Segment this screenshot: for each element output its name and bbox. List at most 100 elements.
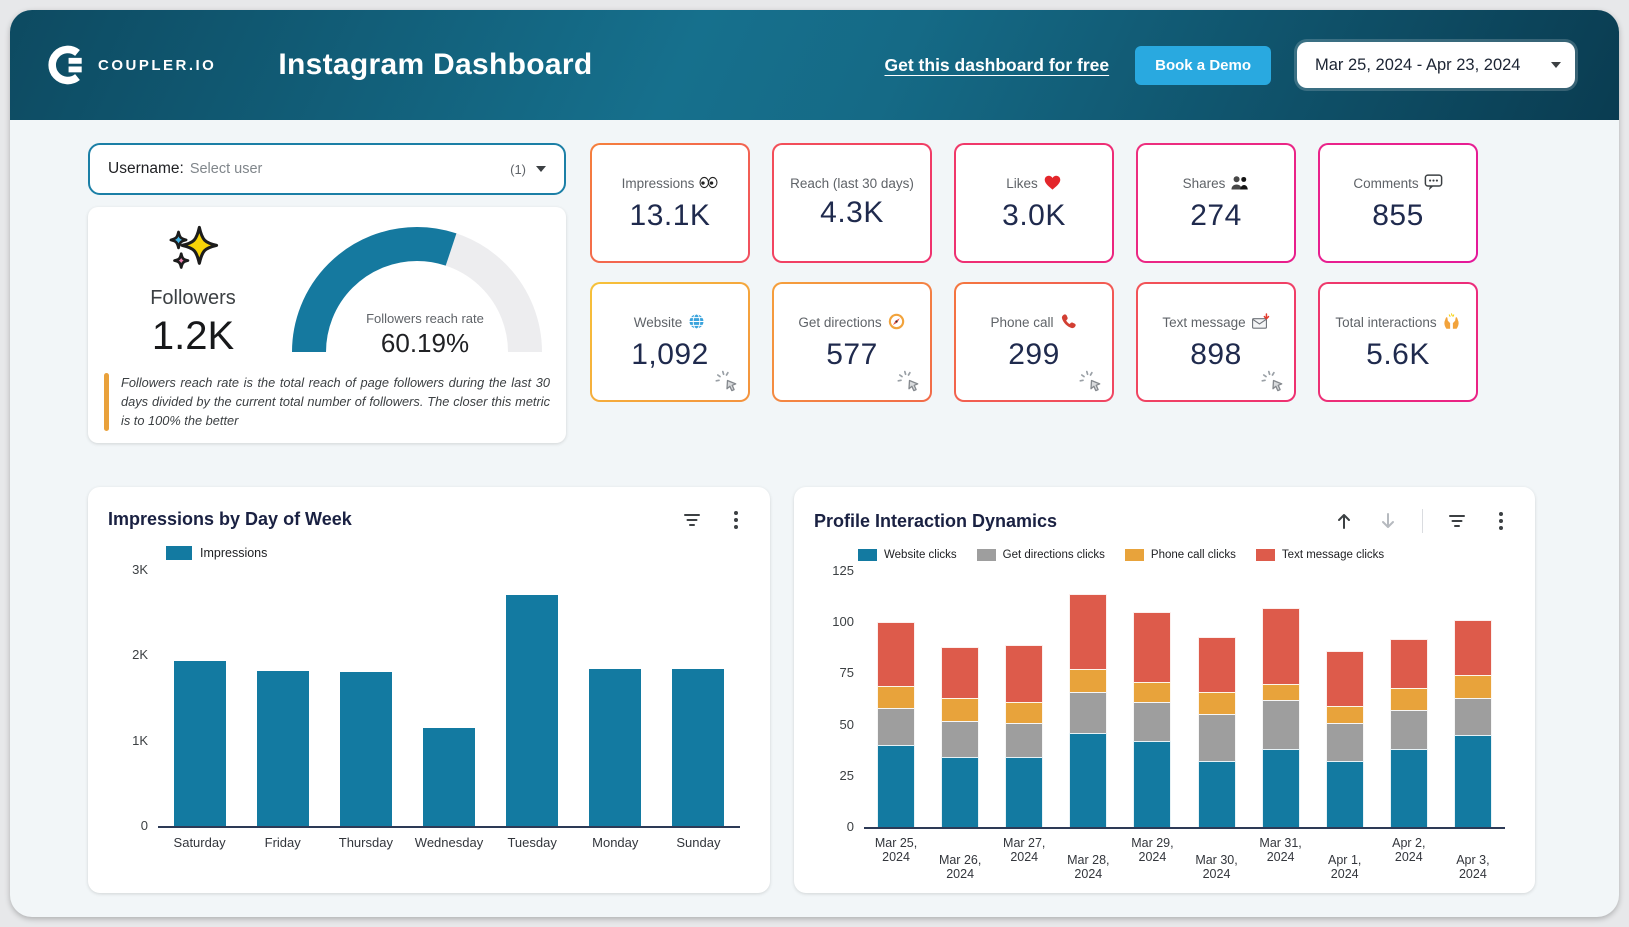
bar-column-thursday	[324, 570, 407, 826]
x-tick-label: Mar 29, 2024	[1131, 836, 1174, 864]
metric-card-shares: Shares 274	[1136, 143, 1296, 263]
metric-value: 898	[1190, 337, 1242, 371]
metric-label: Comments	[1353, 173, 1442, 194]
legend-swatch	[976, 549, 996, 561]
legend: Impressions	[166, 546, 746, 560]
y-tick-label: 1K	[132, 732, 148, 748]
segment-phone-call-clicks	[1133, 681, 1172, 703]
legend-item-phone-call-clicks: Phone call clicks	[1124, 549, 1236, 561]
y-tick-label: 3K	[132, 562, 148, 577]
metric-card-comments: Comments 855	[1318, 143, 1478, 263]
username-count: (1)	[510, 161, 526, 177]
compass-icon	[887, 313, 906, 333]
metric-card-get-directions[interactable]: Get directions 577	[772, 282, 932, 402]
bar	[173, 661, 226, 826]
metric-card-text-message[interactable]: Text message 898	[1136, 282, 1296, 402]
bar-column-friday	[241, 570, 324, 826]
metric-value: 4.3K	[820, 196, 884, 229]
book-demo-button[interactable]: Book a Demo	[1135, 45, 1271, 85]
arrow-down-icon[interactable]	[1378, 511, 1398, 531]
dashboard-app: COUPLER.IO Instagram Dashboard Get this …	[10, 10, 1619, 917]
username-placeholder: Select user	[189, 161, 263, 177]
kebab-menu-icon[interactable]	[726, 510, 746, 530]
stacked-bar-apr-3-2024	[1441, 571, 1505, 827]
segment-phone-call-clicks	[1069, 669, 1108, 692]
people-icon	[1230, 174, 1249, 194]
segment-phone-call-clicks	[1197, 691, 1236, 715]
x-axis-labels: Mar 25, 2024 Mar 26, 2024 Mar 27, 2024 Mar …	[864, 836, 1505, 881]
x-tick-label: Mar 27, 2024	[1003, 836, 1046, 864]
segment-get-directions-clicks	[1133, 702, 1172, 741]
metric-card-website[interactable]: Website 1,092	[590, 282, 750, 402]
date-range-select[interactable]: Mar 25, 2024 - Apr 23, 2024	[1297, 42, 1575, 88]
main-content: Username: Select user (1) Followers 1.2K	[10, 120, 1619, 893]
segment-website-clicks	[877, 745, 916, 827]
stacked-bar-mar-25-2024	[864, 571, 928, 827]
legend: Website clicks Get directions clicks Phone…	[858, 549, 1511, 561]
legend-swatch	[858, 549, 877, 561]
interactions-chart-panel: Profile Interaction Dynamics	[794, 487, 1535, 893]
metric-label: Impressions	[622, 174, 719, 194]
brand-logo: COUPLER.IO	[46, 44, 216, 86]
segment-text-message-clicks	[1453, 620, 1492, 676]
segment-text-message-clicks	[1325, 650, 1364, 707]
sparkles-icon	[164, 225, 222, 284]
stacked-bar-mar-28-2024	[1056, 571, 1120, 827]
username-select[interactable]: Username: Select user (1)	[88, 143, 566, 195]
stacked-bar-chart-plot: 0 25 50 75 100 125	[832, 563, 1505, 834]
segment-text-message-clicks	[941, 646, 980, 698]
date-range-value: Mar 25, 2024 - Apr 23, 2024	[1315, 55, 1521, 74]
y-tick-label: 50	[839, 716, 854, 732]
metric-label: Likes	[1006, 174, 1062, 194]
y-tick-label: 2K	[132, 647, 148, 663]
metric-card-total-interactions: Total interactions 5.6K	[1318, 282, 1478, 402]
gauge-label: Followers reach rate	[366, 311, 484, 326]
y-tick-label: 100	[832, 614, 854, 630]
segment-website-clicks	[1005, 757, 1044, 827]
x-tick-label: Apr 3, 2024	[1456, 853, 1490, 881]
segment-get-directions-clicks	[1453, 697, 1492, 735]
get-dashboard-link[interactable]: Get this dashboard for free	[884, 54, 1110, 75]
segment-text-message-clicks	[1389, 638, 1428, 688]
stacked-bar-mar-31-2024	[1249, 571, 1313, 827]
arrow-up-icon[interactable]	[1334, 511, 1354, 531]
metric-label: Shares	[1183, 174, 1250, 194]
x-tick-label: Wednesday	[414, 835, 484, 850]
x-tick-label: Mar 30, 2024	[1195, 853, 1238, 881]
bar	[256, 670, 309, 826]
stacked-bar-apr-2-2024	[1377, 571, 1441, 827]
metric-value: 1,092	[631, 337, 709, 371]
bar-column-wednesday	[407, 570, 490, 826]
bar-chart-plot: 0 1K 2K 3K	[132, 562, 740, 833]
segment-text-message-clicks	[1069, 593, 1108, 670]
filter-icon[interactable]	[682, 510, 702, 530]
y-tick-label: 0	[846, 819, 854, 834]
segment-website-clicks	[1069, 732, 1108, 827]
segment-phone-call-clicks	[1389, 687, 1428, 711]
followers-card: Followers 1.2K Followers reach rate 60.1…	[88, 207, 566, 443]
stacked-bar-mar-30-2024	[1184, 571, 1248, 827]
segment-phone-call-clicks	[1005, 702, 1044, 723]
legend-item-text-message-clicks: Text message clicks	[1255, 549, 1384, 561]
page-title: Instagram Dashboard	[278, 48, 593, 81]
segment-text-message-clicks	[1197, 636, 1236, 692]
segment-website-clicks	[1133, 740, 1172, 827]
bar-column-monday	[574, 570, 657, 826]
note-accent-bar	[104, 373, 109, 431]
followers-value: 1.2K	[151, 313, 235, 358]
metric-card-phone-call[interactable]: Phone call 299	[954, 282, 1114, 402]
chart-title: Impressions by Day of Week	[108, 509, 352, 529]
stacked-bar-mar-26-2024	[928, 571, 992, 827]
followers-note: Followers reach rate is the total reach …	[121, 375, 550, 429]
x-tick-label: Apr 1, 2024	[1328, 853, 1362, 881]
filter-icon[interactable]	[1447, 511, 1467, 531]
segment-get-directions-clicks	[1005, 722, 1044, 758]
segment-website-clicks	[941, 757, 980, 827]
click-icon	[1261, 370, 1285, 394]
segment-phone-call-clicks	[1453, 675, 1492, 698]
metric-card-likes: Likes 3.0K	[954, 143, 1114, 263]
segment-text-message-clicks	[877, 622, 916, 686]
kebab-menu-icon[interactable]	[1491, 511, 1511, 531]
segment-website-clicks	[1453, 734, 1492, 827]
x-tick-label: Mar 28, 2024	[1067, 853, 1110, 881]
